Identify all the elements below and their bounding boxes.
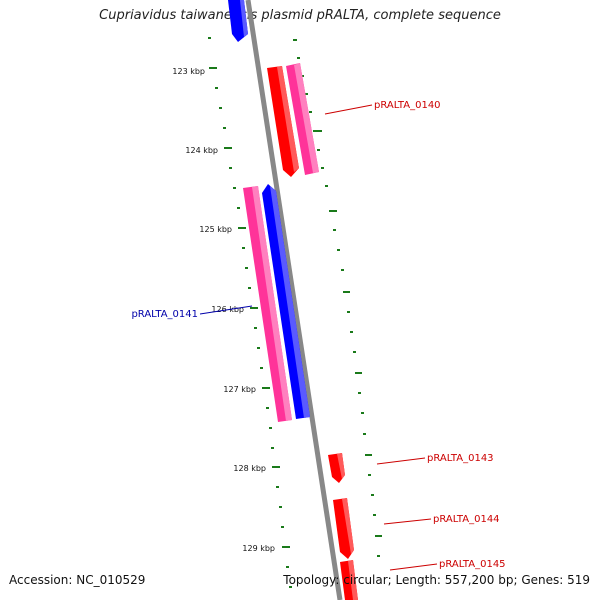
gene-cds-0145[interactable] [340,560,358,600]
map-title: Cupriavidus taiwanensis plasmid pRALTA, … [99,8,501,23]
tick-label-128: 128 kbp [233,464,266,473]
gene-label-0145[interactable]: pRALTA_0145 [439,559,506,570]
gene-0140[interactable] [286,63,319,175]
gene-partial-top[interactable] [228,0,248,42]
backbone-line [245,0,343,600]
topology-text: Topology: circular; Length: 557,200 bp; … [283,573,590,587]
gene-label-0144[interactable]: pRALTA_0144 [433,514,500,525]
leader-line-0140 [324,104,373,115]
gene-cds-0140[interactable] [267,66,299,177]
tick-label-124: 124 kbp [185,146,218,155]
gene-cds-0143[interactable] [328,453,345,483]
leader-line-0145 [389,563,438,571]
gene-label-0141[interactable]: pRALTA_0141 [131,309,198,320]
gene-cds-0141[interactable] [262,184,310,419]
accession-text: Accession: NC_010529 [9,573,146,587]
gene-0141[interactable] [243,186,292,422]
leader-line-0143 [376,457,426,465]
gene-label-0143[interactable]: pRALTA_0143 [427,453,494,464]
tick-label-123: 123 kbp [172,67,205,76]
tick-label-127: 127 kbp [223,385,256,394]
tick-label-125: 125 kbp [199,225,232,234]
gene-cds-0144[interactable] [333,498,354,559]
outer-dotted-ring [293,39,382,557]
inner-dotted-ring [208,37,292,588]
gene-label-0140[interactable]: pRALTA_0140 [374,100,441,111]
tick-label-129: 129 kbp [242,544,275,553]
leader-line-0144 [383,518,432,525]
leader-line-0141 [199,305,253,315]
